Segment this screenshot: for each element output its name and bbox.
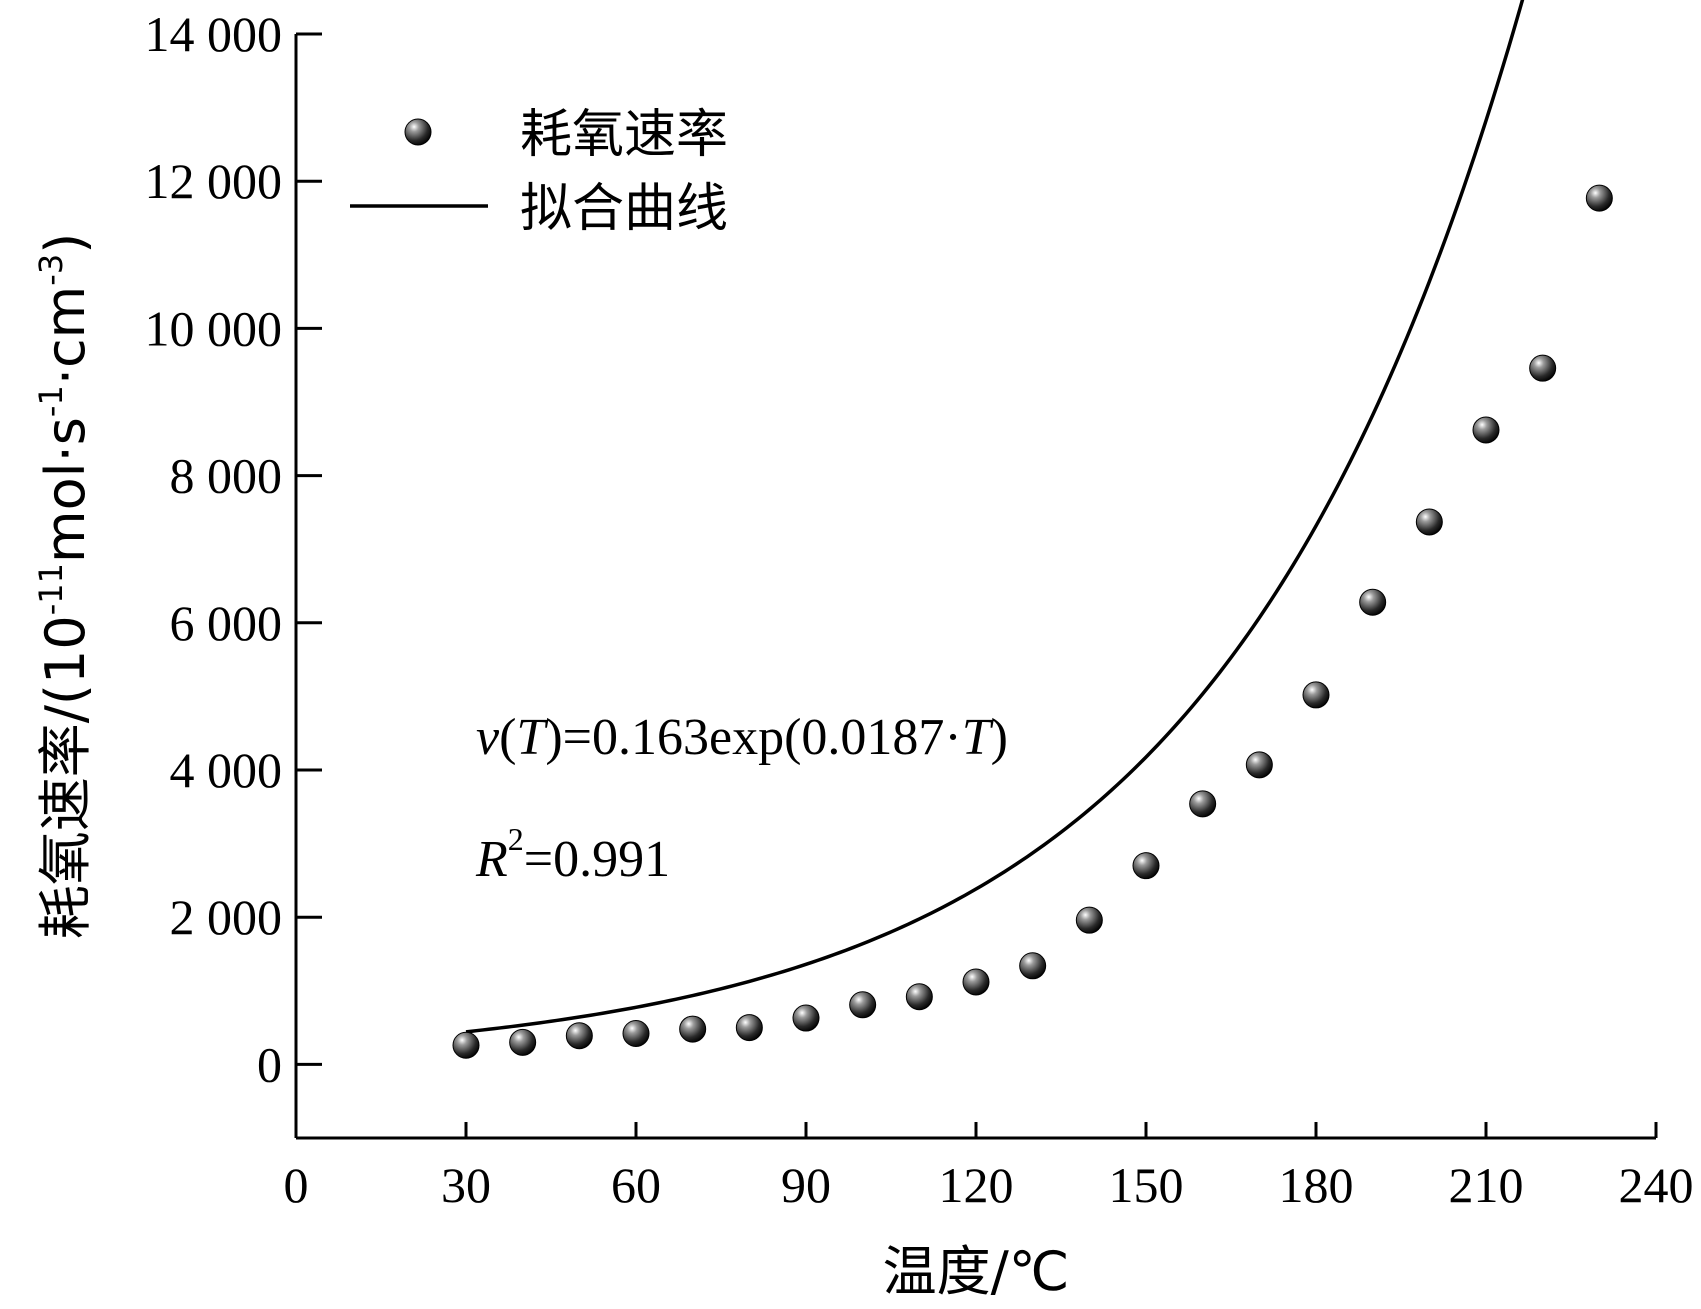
data-point <box>1075 906 1103 934</box>
r2-R: R <box>475 831 508 888</box>
x-tick-label: 0 <box>284 1157 309 1213</box>
data-point <box>622 1019 650 1047</box>
data-point <box>792 1004 820 1032</box>
data-point <box>1359 588 1387 616</box>
y-axis-title-exp3: -3 <box>32 254 70 286</box>
equation-annotation: v(T)=0.163exp(0.0187·T) <box>476 709 1008 766</box>
legend-marker-points <box>404 118 432 146</box>
legend-label-points: 耗氧速率 <box>520 105 728 165</box>
y-tick-label: 6 000 <box>170 595 283 651</box>
data-point <box>962 968 990 996</box>
r2-annotation: R2=0.991 <box>475 821 670 888</box>
equation-middle: )=0.163exp(0.0187· <box>545 709 961 766</box>
legend-label-line: 拟合曲线 <box>520 179 728 239</box>
y-axis-title-exp1: -11 <box>32 563 70 615</box>
equation-open: ( <box>499 709 516 766</box>
y-axis-title-mid1: mol·s <box>34 417 97 563</box>
data-point <box>1189 790 1217 818</box>
y-axis-title-exp2: -1 <box>32 385 70 417</box>
y-tick-label: 4 000 <box>170 742 283 798</box>
x-axis-title: 温度/℃ <box>883 1240 1070 1303</box>
x-tick-label: 210 <box>1449 1157 1524 1213</box>
data-point <box>1529 354 1557 382</box>
scatter-points <box>452 184 1613 1059</box>
y-axis-title-prefix: 耗氧速率/(10 <box>34 615 97 939</box>
y-axis-title: 耗氧速率/(10-11mol·s-1·cm-3) <box>32 233 97 940</box>
x-tick-label: 60 <box>611 1157 661 1213</box>
x-tick-label: 90 <box>781 1157 831 1213</box>
y-tick-label: 2 000 <box>170 889 283 945</box>
y-tick-label: 0 <box>257 1036 282 1092</box>
data-point <box>565 1022 593 1050</box>
x-tick-label: 240 <box>1619 1157 1694 1213</box>
fit-curve <box>465 0 1525 1034</box>
y-tick-label: 12 000 <box>145 153 283 209</box>
y-axis-title-mid2: ·cm <box>34 286 97 385</box>
r2-exp: 2 <box>508 821 524 857</box>
x-tick-label: 30 <box>441 1157 491 1213</box>
y-tick-label: 14 000 <box>145 6 283 62</box>
equation-T2: T <box>962 709 994 766</box>
x-tick-label: 150 <box>1109 1157 1184 1213</box>
x-ticks: 0 30 60 90 120 150 180 210 240 <box>284 1122 1694 1213</box>
x-tick-label: 120 <box>939 1157 1014 1213</box>
data-point <box>1585 184 1613 212</box>
data-point <box>509 1028 537 1056</box>
data-point <box>1415 508 1443 536</box>
data-point <box>679 1015 707 1043</box>
data-point <box>1019 952 1047 980</box>
y-tick-label: 8 000 <box>170 448 283 504</box>
data-point <box>452 1031 480 1059</box>
data-point <box>735 1014 763 1042</box>
y-axis-title-suffix: ) <box>34 233 97 254</box>
equation-T1: T <box>516 709 548 766</box>
equation-v: v <box>476 709 500 766</box>
data-point <box>849 991 877 1019</box>
data-point <box>1302 681 1330 709</box>
x-tick-label: 180 <box>1279 1157 1354 1213</box>
data-point <box>1132 852 1160 880</box>
y-ticks: 0 2 000 4 000 6 000 8 000 10 000 12 000 14 000 <box>145 6 322 1092</box>
data-point <box>1245 751 1273 779</box>
r2-value: =0.991 <box>524 831 670 888</box>
legend: 耗氧速率 拟合曲线 <box>350 105 728 239</box>
y-tick-label: 10 000 <box>145 300 283 356</box>
data-point <box>905 983 933 1011</box>
equation-close: ) <box>991 709 1008 766</box>
data-point <box>1472 416 1500 444</box>
